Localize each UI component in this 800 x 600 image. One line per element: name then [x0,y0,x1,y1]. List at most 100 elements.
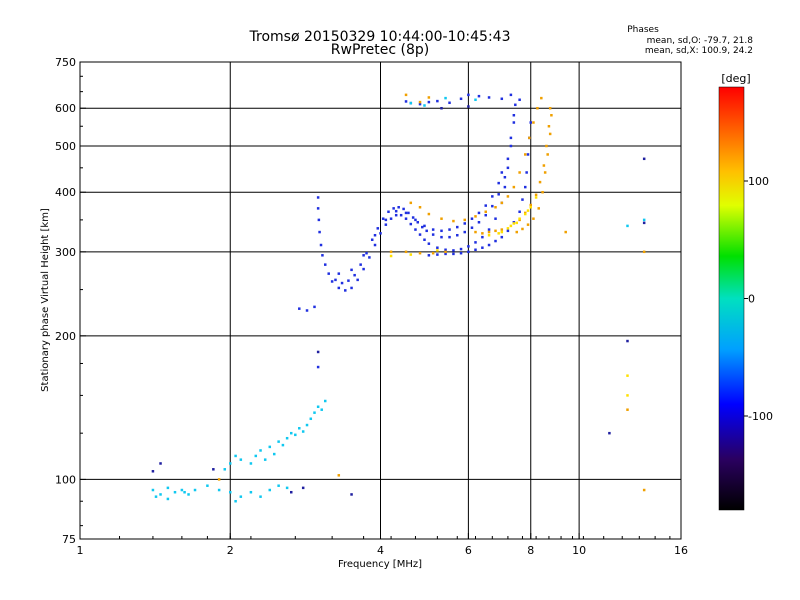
phases-x-stats: mean, sd,X: 100.9, 24.2 [645,46,753,56]
data-point [259,449,262,452]
colorbar-tick-label: -100 [748,410,773,423]
data-point [467,105,470,108]
data-point [481,246,484,249]
data-point [239,495,243,498]
data-point [444,96,447,100]
data-point [459,247,463,251]
data-point [373,233,377,237]
data-point [423,224,426,228]
data-point [414,228,417,231]
data-point [440,229,443,233]
data-point [484,204,487,207]
data-point [518,171,521,174]
data-point [459,97,463,101]
data-point [318,230,321,234]
data-point [509,224,513,228]
data-point [515,221,519,225]
data-point [394,209,398,213]
data-point [268,488,272,492]
colorbar-label: [deg] [721,72,750,85]
y-tick-label: 750 [55,56,76,69]
data-point [427,254,431,257]
data-point [459,251,463,255]
data-point [217,478,221,481]
data-point [166,497,170,501]
data-point [626,339,629,343]
data-point [474,230,477,234]
data-point [456,233,459,237]
data-point [404,250,408,254]
data-point [249,490,253,494]
data-point [313,411,316,414]
data-point [503,175,507,179]
data-point [467,245,470,248]
data-point [234,499,237,503]
data-point [285,486,289,490]
data-point [409,201,413,205]
data-point [491,195,494,198]
data-point [409,222,413,226]
data-point [183,490,186,494]
data-point [463,222,466,225]
data-point [526,209,530,212]
data-point [427,212,431,216]
data-point [313,305,316,309]
data-point [436,99,439,103]
data-point [337,286,341,290]
data-point [542,164,546,167]
data-point [626,408,629,411]
data-point [487,243,491,247]
data-point [381,217,385,220]
data-point [538,180,542,184]
data-point [642,157,646,161]
data-point [529,121,532,124]
data-point [431,233,435,236]
data-point [309,417,313,421]
data-point [545,144,548,148]
y-tick-label: 100 [55,473,76,486]
data-point [212,468,215,471]
data-point [642,218,646,222]
data-point [376,227,380,230]
data-point [440,106,443,110]
data-point [518,98,521,102]
data-point [404,211,408,215]
data-point [463,218,466,222]
data-point [534,193,538,197]
data-point [425,229,428,233]
data-point [497,232,500,235]
data-point [484,213,487,217]
data-point [418,100,422,104]
y-tick-label: 500 [55,140,76,153]
data-point [272,452,276,456]
x-axis-label: Frequency [MHz] [338,559,422,570]
data-point [470,226,474,229]
data-point [487,96,491,99]
data-point [526,153,530,156]
data-point [500,235,504,239]
data-point [159,462,162,465]
data-point [467,250,470,254]
data-point [259,495,262,498]
data-point [608,431,611,435]
data-point [239,458,243,461]
colorbar-tick-label: 0 [748,293,755,306]
data-point [525,171,528,174]
data-point [436,246,439,249]
data-point [362,267,365,271]
data-point [642,221,646,225]
data-point [512,121,516,124]
data-point [387,210,390,214]
data-point [494,229,497,233]
data-point [474,215,477,218]
data-point [463,230,466,234]
data-point [320,408,323,411]
data-point [534,196,538,199]
data-point [452,252,455,256]
data-point [350,268,353,272]
y-axis: 75 100 200 300 400 500 600 750 [55,56,86,546]
data-point [285,436,289,440]
data-point [512,113,516,117]
data-point [334,278,337,282]
data-point [418,233,422,236]
